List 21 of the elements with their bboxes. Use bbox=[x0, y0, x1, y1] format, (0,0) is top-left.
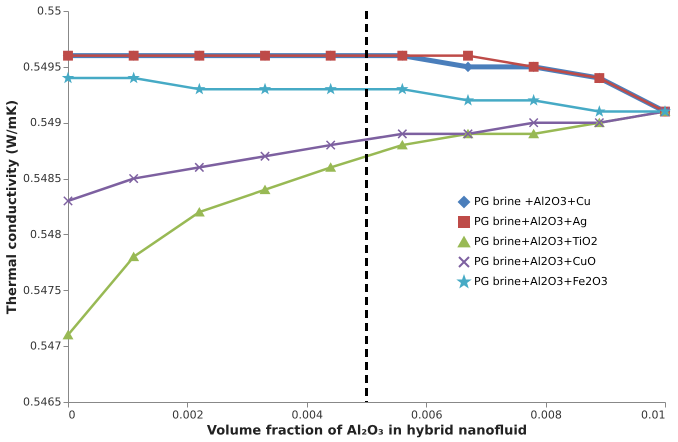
y-tick-label: 0.5485 bbox=[23, 172, 62, 186]
y-tick-label: 0.5495 bbox=[23, 60, 62, 74]
legend-label: PG brine+Al2O3+TiO2 bbox=[474, 235, 598, 248]
legend-label: PG brine+Al2O3+Fe2O3 bbox=[474, 275, 608, 288]
y-tick-label: 0.5475 bbox=[23, 284, 62, 297]
x-tick-label: 0.004 bbox=[292, 408, 324, 422]
y-tick-label: 0.548 bbox=[30, 228, 62, 241]
x-tick-label: 0.006 bbox=[410, 408, 442, 422]
x-tick-label: 0.002 bbox=[172, 408, 204, 422]
y-tick-label: 0.55 bbox=[37, 4, 62, 18]
y-axis-title: Thermal conductivity (W/mK) bbox=[5, 100, 20, 314]
y-tick-label: 0.547 bbox=[30, 340, 62, 353]
x-tick-label: 0.008 bbox=[530, 408, 562, 422]
x-tick-label: 0.01 bbox=[641, 408, 666, 422]
x-tick-label: 0 bbox=[68, 408, 76, 422]
y-tick-label: 0.5465 bbox=[23, 396, 62, 408]
legend-label: PG brine +Al2O3+Cu bbox=[474, 195, 591, 208]
legend-label: PG brine+Al2O3+CuO bbox=[474, 255, 596, 268]
x-axis-title: Volume fraction of Al₂O₃ in hybrid nanofluid bbox=[206, 424, 528, 438]
legend-label: PG brine+Al2O3+Ag bbox=[474, 215, 588, 228]
y-tick-label: 0.549 bbox=[30, 116, 62, 130]
